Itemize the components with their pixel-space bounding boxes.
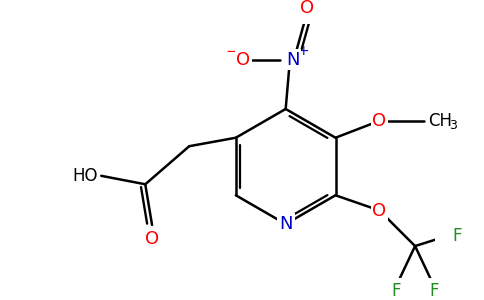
Text: F: F [453,227,462,245]
Text: 3: 3 [449,118,457,131]
Text: HO: HO [73,167,98,185]
Text: O: O [373,202,387,220]
Text: N: N [279,215,292,233]
Text: N: N [287,51,300,69]
Text: O: O [236,51,250,69]
Text: F: F [429,282,439,300]
Text: CH: CH [428,112,452,130]
Text: F: F [392,282,401,300]
Text: O: O [300,0,314,17]
Text: −: − [225,44,238,59]
Text: +: + [298,44,309,58]
Text: O: O [145,230,159,248]
Text: O: O [373,112,387,130]
